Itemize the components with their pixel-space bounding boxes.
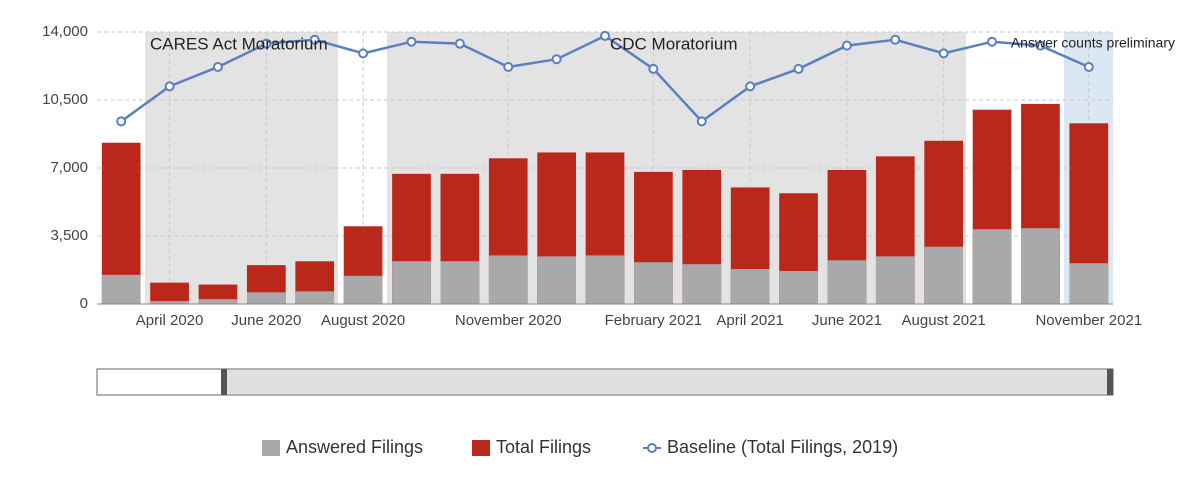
point	[358, 48, 369, 59]
legend-label: Baseline (Total Filings, 2019)	[667, 437, 898, 457]
x-tick-label: August 2020	[321, 312, 405, 329]
bar	[343, 275, 383, 304]
bar	[537, 256, 576, 304]
y-tick-label: 14,000	[42, 23, 88, 40]
bar	[972, 229, 1012, 304]
point	[745, 81, 756, 92]
point	[1083, 61, 1094, 72]
point	[648, 63, 659, 74]
slider-selection[interactable]	[224, 370, 1112, 394]
x-tick-label: November 2021	[1035, 312, 1142, 329]
x-tick-label: August 2021	[902, 312, 986, 329]
y-tick-label: 0	[80, 295, 88, 312]
bar	[150, 282, 189, 304]
bar	[392, 261, 431, 304]
bar	[150, 301, 189, 304]
x-tick-label: November 2020	[455, 312, 562, 329]
point	[938, 48, 949, 59]
annotation: CDC Moratorium	[610, 34, 738, 53]
annotation: CARES Act Moratorium	[150, 34, 328, 53]
point	[987, 36, 998, 47]
slider-handle[interactable]	[221, 369, 227, 395]
x-tick-label: June 2021	[812, 312, 882, 329]
point	[600, 30, 610, 41]
point	[503, 61, 514, 72]
legend-label: Total Filings	[496, 437, 591, 457]
point	[261, 38, 272, 49]
bar	[1021, 228, 1060, 304]
point	[309, 34, 320, 45]
x-tick-label: April 2021	[716, 312, 784, 329]
y-tick-label: 10,500	[42, 91, 88, 108]
bar	[246, 292, 286, 304]
point	[793, 63, 804, 74]
bar	[440, 261, 480, 304]
x-tick-label: February 2021	[605, 312, 703, 329]
x-tick-label: April 2020	[136, 312, 204, 329]
bar	[1069, 263, 1109, 304]
bar	[779, 270, 818, 304]
legend-swatch	[647, 443, 657, 453]
legend-label: Answered Filings	[286, 437, 423, 457]
bar	[730, 269, 770, 304]
point	[890, 34, 901, 45]
range-slider[interactable]	[96, 368, 1114, 396]
bar	[295, 291, 335, 304]
bar	[101, 274, 141, 304]
point	[116, 116, 127, 127]
annotation: Answer counts preliminary	[1011, 35, 1175, 51]
bar	[488, 255, 528, 304]
bar	[198, 299, 238, 304]
bar	[585, 255, 625, 304]
point	[212, 61, 223, 72]
bar	[682, 264, 722, 304]
bar	[924, 246, 964, 304]
point	[551, 54, 562, 65]
point	[164, 81, 175, 92]
point	[454, 38, 465, 49]
y-tick-label: 3,500	[50, 227, 88, 244]
y-tick-label: 7,000	[50, 159, 88, 176]
point	[1035, 40, 1046, 51]
bar	[634, 262, 673, 304]
point	[406, 36, 417, 47]
legend-swatch	[262, 440, 280, 456]
bar	[827, 260, 867, 304]
point	[841, 40, 852, 51]
legend-swatch	[472, 440, 490, 456]
bar	[875, 256, 915, 304]
slider-handle[interactable]	[1107, 369, 1113, 395]
point	[696, 116, 707, 127]
x-tick-label: June 2020	[231, 312, 301, 329]
